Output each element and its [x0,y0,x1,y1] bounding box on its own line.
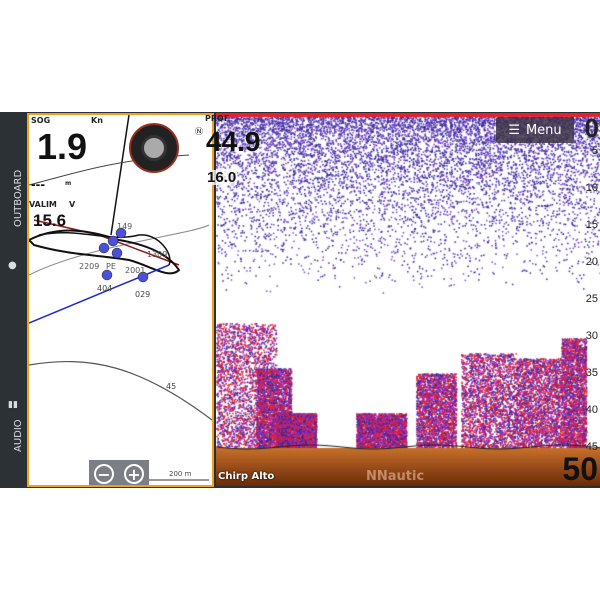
contour-label: 45 [166,382,177,391]
sonar-panel[interactable]: ☰ Menu 0 5 10 15 20 25 30 35 40 45 50 Chirp Alto… [216,113,600,486]
depth-unit: m [65,180,72,187]
sidebar-item-label: OUTBOARD [13,169,24,227]
depth-scale-bottom: 50 [562,451,598,486]
voltage-unit: V [69,200,76,209]
map-label: 029 [135,290,151,299]
menu-button[interactable]: ☰ Menu [496,117,574,143]
depth-scale-top: 0 [584,113,599,143]
depth-tick: 40 [585,404,598,416]
waypoint-markers [98,227,149,283]
engine-icon: ● [8,260,17,271]
zoom-out-button[interactable]: − [94,464,114,484]
depth-tick: 30 [585,330,598,342]
north-arrow-icon: Ⓝ [195,127,203,136]
depth-tick: 20 [585,256,598,268]
sidebar: ● OUTBOARD ▮▮ AUDIO [0,112,26,488]
sidebar-item-label: AUDIO [13,419,24,452]
depth-tick: 5 [591,145,598,157]
depth-value: --- [31,176,45,192]
depth-tick: 35 [585,367,598,379]
heading-label: PROF [205,114,230,123]
sonar-mode-label: Chirp Alto [218,471,275,482]
map-label: 404 [97,284,113,293]
secondary-value: 16.0 [206,169,238,186]
zoom-controls: − + [89,460,149,485]
depth-tick: 10 [585,182,598,194]
sidebar-item-outboard[interactable]: ● OUTBOARD [0,112,26,271]
sog-label: SOG [31,116,51,125]
scale-label: 200 m [169,470,192,478]
depth-tick: 45 [585,441,598,453]
voltage-value: 15.6 [33,211,67,230]
sog-value: 1.9 [37,126,88,167]
heading-line [110,115,130,236]
map-label: 1309 [147,250,168,259]
chart-drawing [29,115,212,481]
zoom-in-button[interactable]: + [124,464,144,484]
depth-contour-45 [29,361,212,421]
sog-unit: Kn [91,116,103,125]
track-line [29,229,181,275]
voltage-label: VALIM [29,200,57,209]
depth-tick: 25 [585,293,598,305]
chartplotter-screen: ● OUTBOARD ▮▮ AUDIO SOG Kn 1.9 --- [0,112,600,488]
compass-gauge [129,123,179,173]
map-label: 2001 [125,266,146,275]
depth-tick: 15 [585,219,598,231]
heading-value: 44.9 [206,126,261,157]
map-label: 2209 [79,262,100,271]
map-label: 149 [117,222,133,231]
map-label: PE [106,262,116,271]
sonar-echo-display [216,113,600,486]
watermark: NNautic [366,469,425,484]
menu-label: Menu [525,122,562,138]
chart-panel[interactable]: SOG Kn 1.9 --- m VALIM V 15.6 149 1309 2… [27,113,214,487]
equalizer-icon: ▮▮ [8,400,18,410]
hamburger-icon: ☰ [508,122,520,138]
track-line [38,231,171,266]
